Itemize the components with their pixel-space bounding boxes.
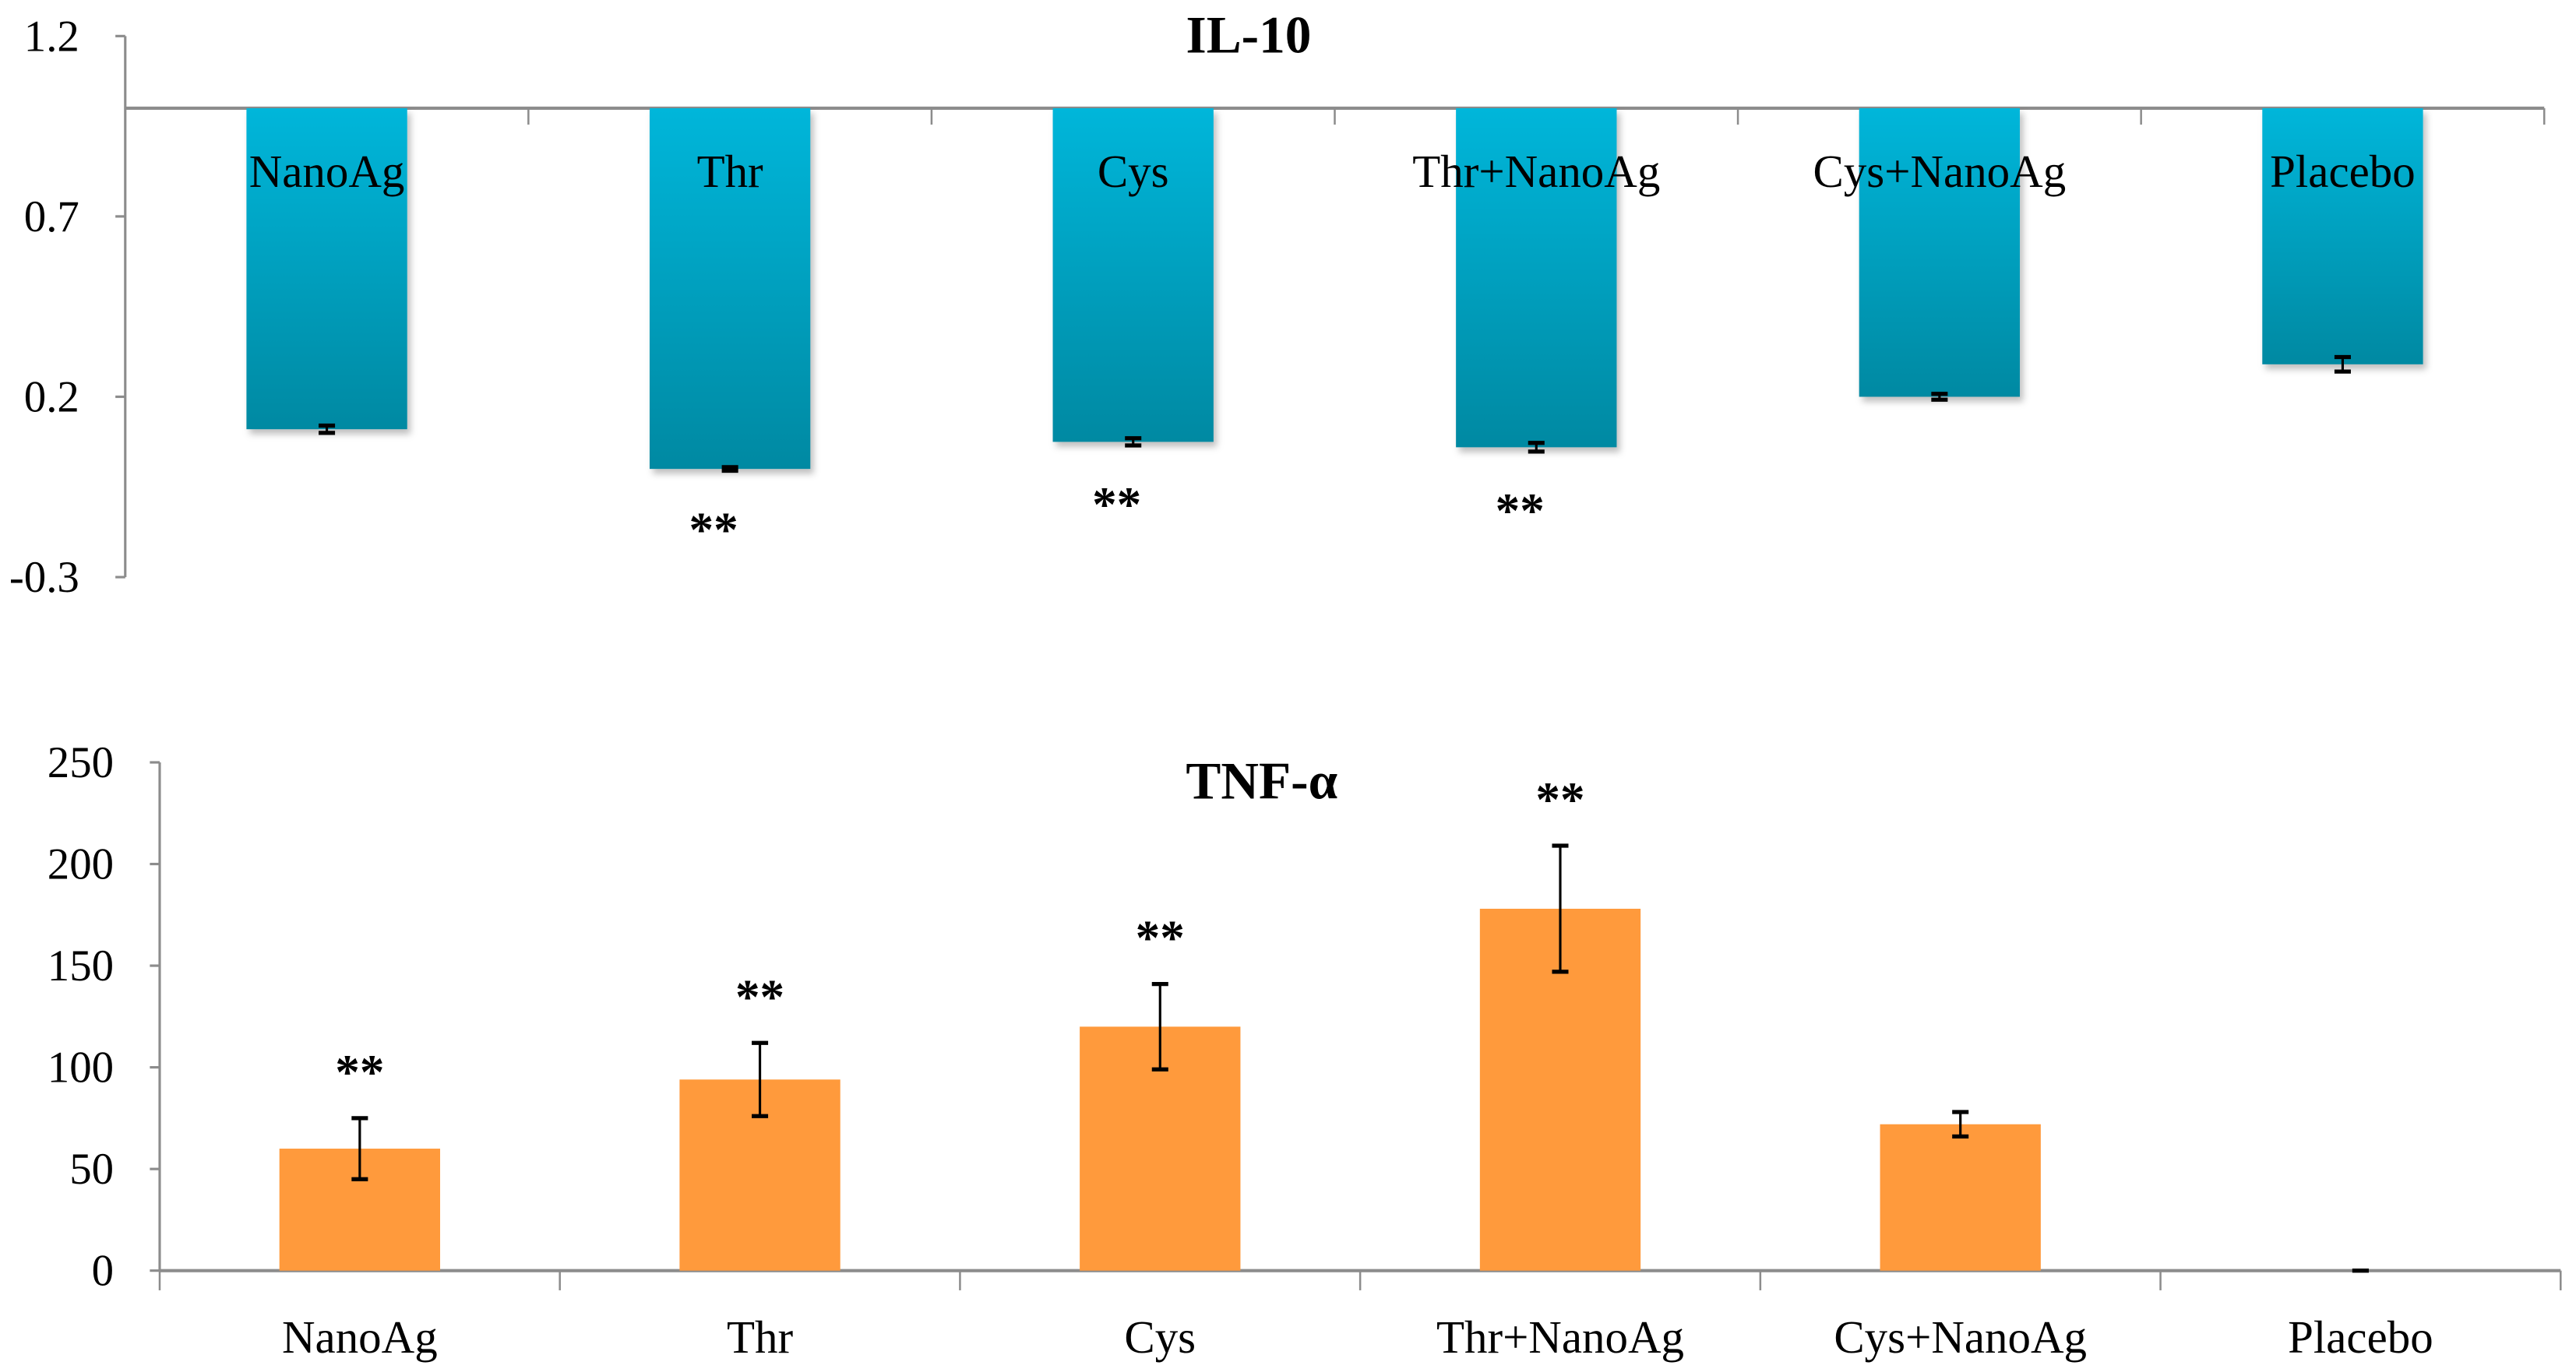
category-label: Placebo (2270, 146, 2416, 197)
category-label: Placebo (2288, 1311, 2433, 1363)
tnf-axes: 250 200 150 100 50 0 (48, 738, 2562, 1296)
y-tick-label: 0.7 (24, 192, 79, 241)
tnf-bars (279, 843, 2369, 1273)
il10-chart: IL-10 1.2 0.7 0.2 -0.3 NanoAg Thr ** Cys ** Thr+… (9, 5, 2546, 602)
category-label: Thr (697, 146, 763, 197)
significance-marker: ** (1092, 477, 1141, 532)
il10-title: IL-10 (1186, 5, 1312, 64)
tnf-labels: NanoAg ** Thr ** Cys ** Thr+NanoAg ** Cys+NanoAg… (282, 772, 2433, 1363)
error-bar (2334, 354, 2351, 374)
bar-cys-nanoag (1880, 1124, 2041, 1271)
il10-bars (246, 107, 2423, 473)
error-bar (752, 1040, 769, 1118)
error-bar (721, 465, 738, 473)
error-bar (1931, 392, 1948, 402)
bar-thr-nanoag (1456, 107, 1617, 448)
significance-marker: ** (735, 970, 784, 1024)
y-tick-label: 150 (48, 941, 114, 991)
error-bar (1552, 843, 1569, 974)
tnf-title: TNF-α (1186, 751, 1337, 810)
y-tick-label: 0 (92, 1247, 114, 1296)
significance-marker: ** (689, 502, 738, 557)
category-label: Thr+NanoAg (1412, 146, 1660, 197)
bar-nanoag (246, 107, 407, 430)
significance-marker: ** (1496, 484, 1545, 538)
error-bar (351, 1116, 368, 1181)
category-label: NanoAg (249, 146, 405, 197)
y-tick-label: 100 (48, 1043, 114, 1093)
error-bar (1125, 436, 1142, 448)
y-tick-label: -0.3 (9, 553, 79, 602)
error-bar (1952, 1110, 1969, 1139)
category-label: Cys+NanoAg (1834, 1311, 2087, 1363)
y-tick-label: 250 (48, 738, 114, 787)
category-label: Thr (727, 1311, 793, 1363)
bar-thr (649, 107, 811, 470)
bar-placebo (2262, 107, 2423, 364)
error-bar (1151, 981, 1168, 1072)
category-label: NanoAg (282, 1311, 438, 1363)
category-label: Thr+NanoAg (1436, 1311, 1684, 1363)
error-bar (319, 423, 336, 435)
category-label: Cys (1098, 146, 1169, 197)
error-bar (1528, 441, 1545, 454)
il10-labels: NanoAg Thr ** Cys ** Thr+NanoAg ** Cys+NanoAg Pl… (249, 146, 2416, 557)
bar-cys-nanoag (1859, 107, 2021, 397)
bar-cys (1052, 107, 1214, 442)
significance-marker: ** (1136, 911, 1185, 966)
y-tick-label: 0.2 (24, 372, 79, 421)
category-label: Cys+NanoAg (1813, 146, 2067, 197)
tnf-chart: TNF-α 250 200 150 100 50 0 NanoAg ** Thr ** Cys **… (48, 738, 2562, 1363)
y-tick-label: 50 (69, 1145, 114, 1194)
significance-marker: ** (335, 1045, 384, 1100)
il10-axes: 1.2 0.7 0.2 -0.3 (9, 12, 2546, 602)
y-tick-label: 200 (48, 839, 114, 889)
significance-marker: ** (1535, 772, 1584, 827)
y-tick-label: 1.2 (24, 12, 79, 61)
category-label: Cys (1124, 1311, 1196, 1363)
